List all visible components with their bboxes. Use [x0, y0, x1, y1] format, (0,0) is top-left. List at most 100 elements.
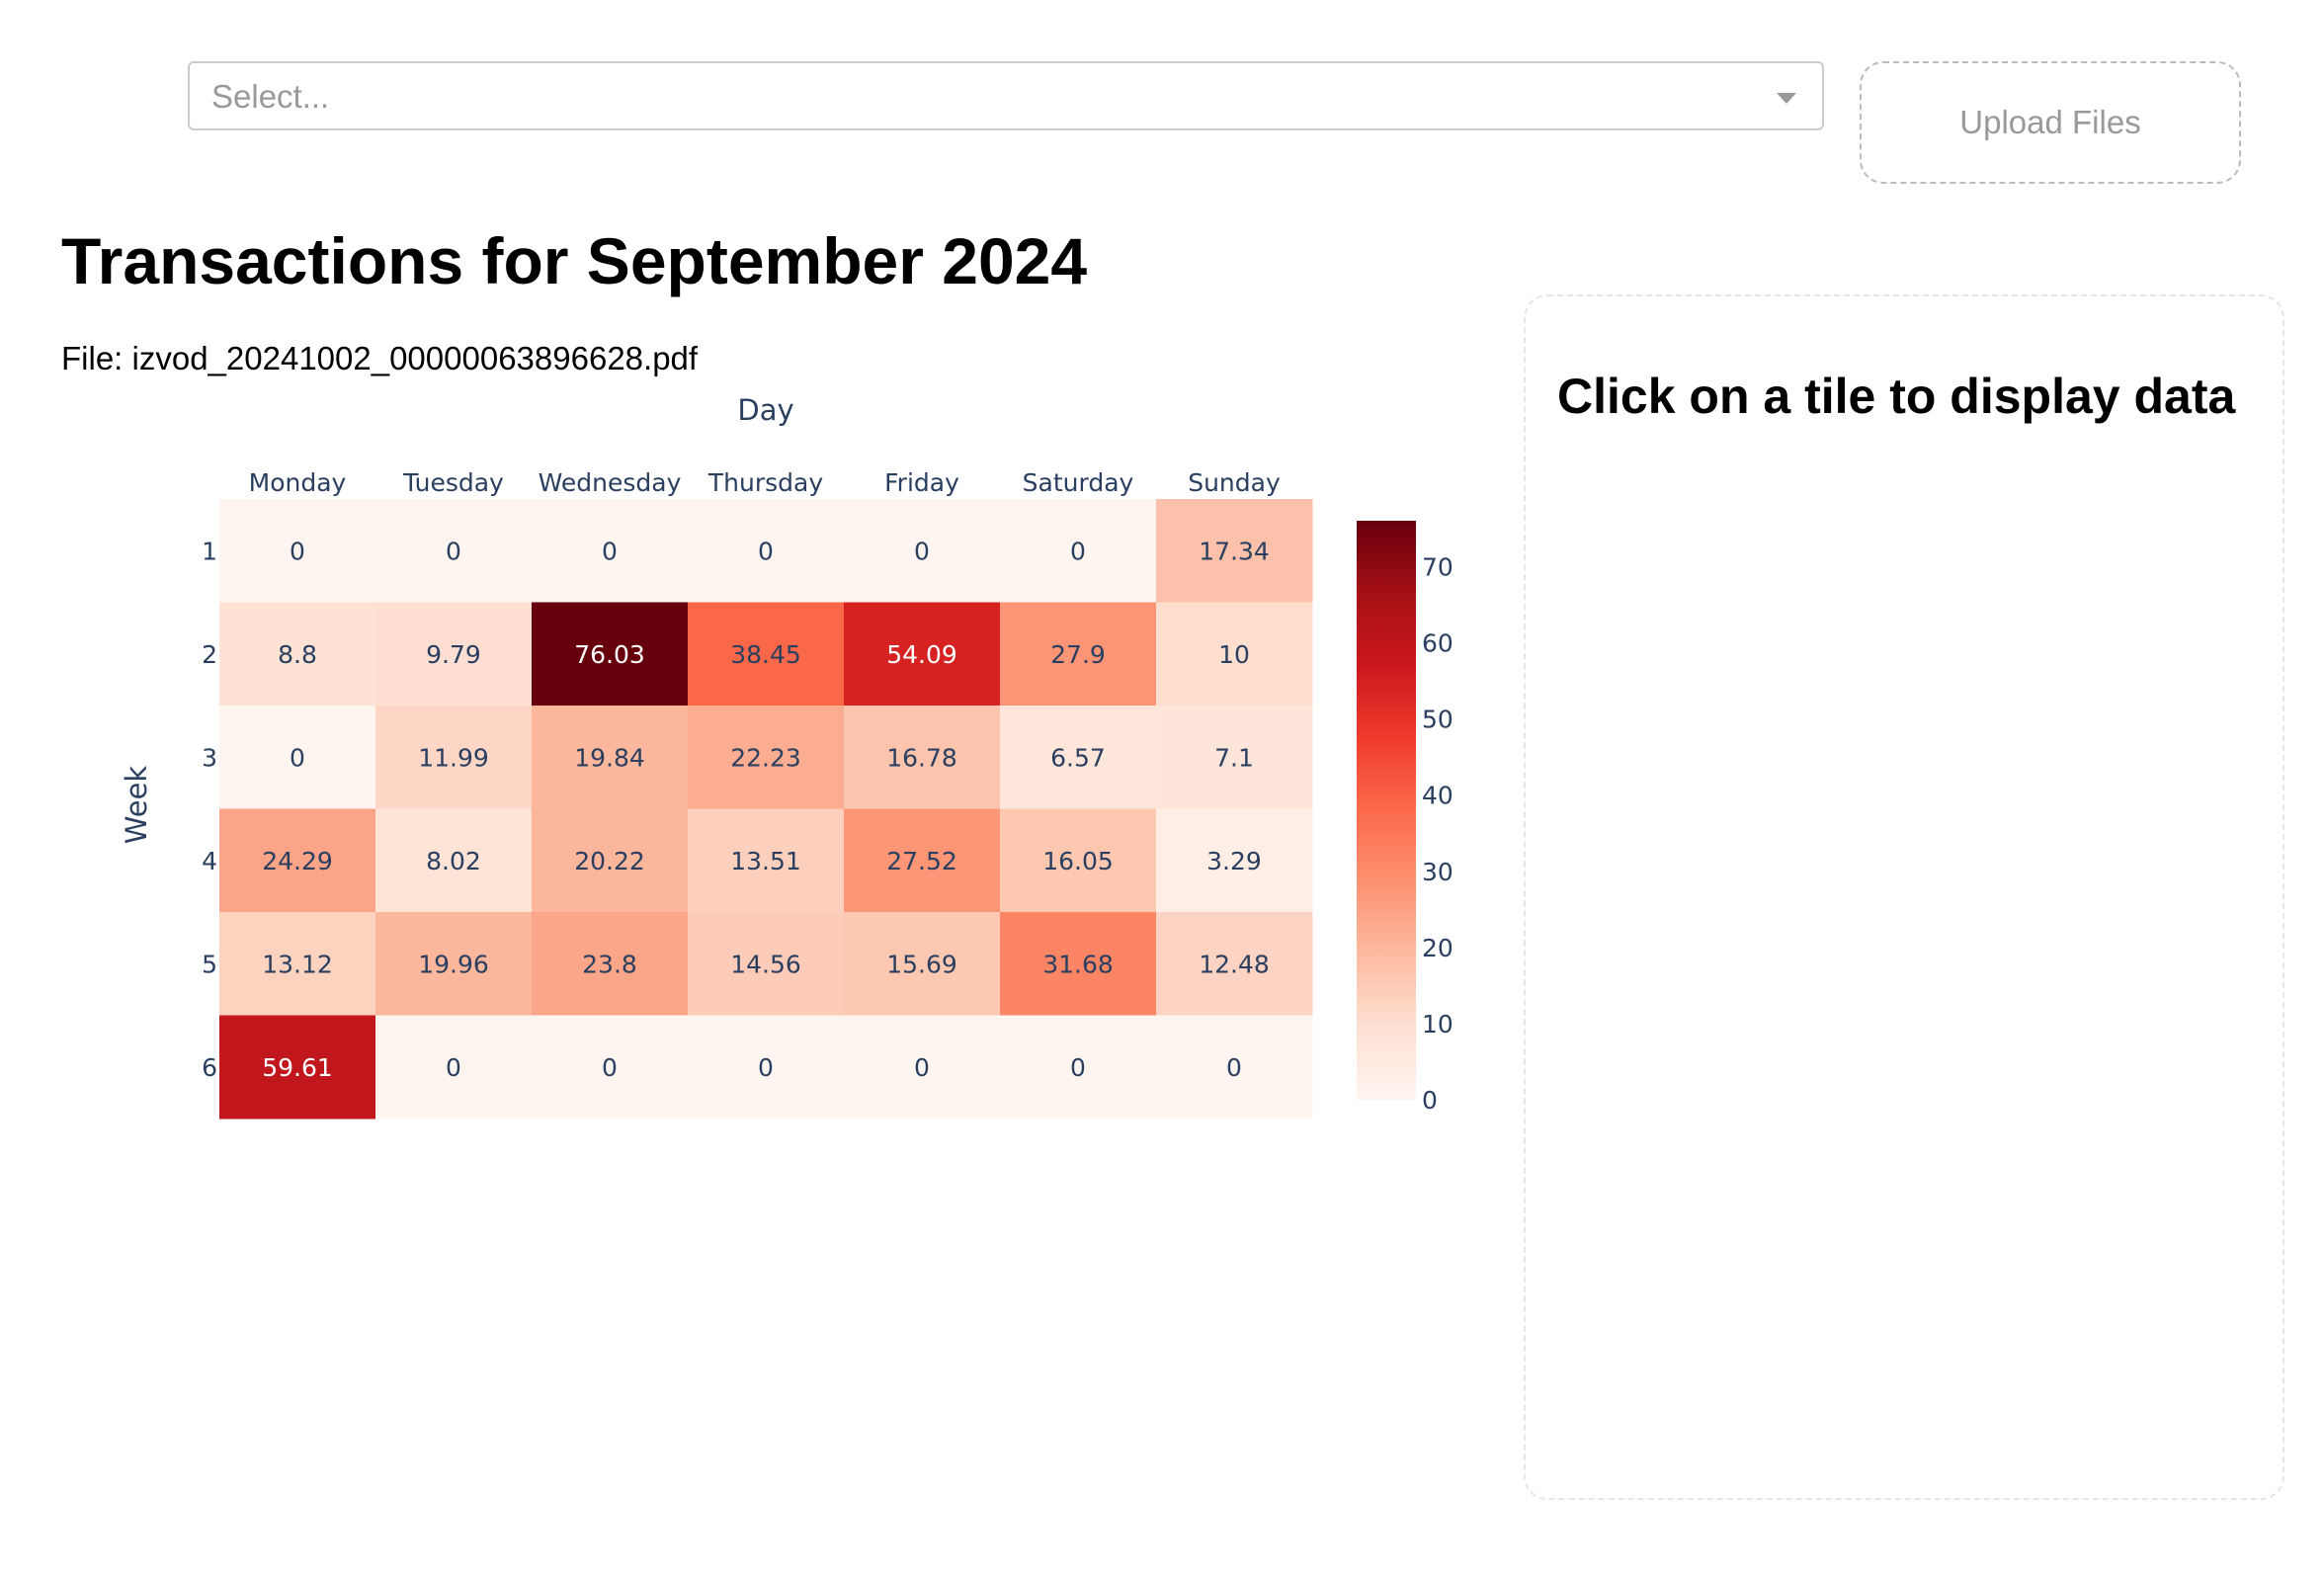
colorbar-tick-label: 30	[1422, 858, 1453, 886]
heatmap-tile-value: 76.03	[574, 640, 645, 669]
heatmap-tile-value: 13.51	[730, 847, 801, 875]
heatmap-tile[interactable]	[844, 912, 1001, 1016]
heatmap-tile[interactable]	[844, 1015, 1001, 1120]
heatmap-tile[interactable]	[219, 706, 376, 809]
heatmap-tile-value: 3.29	[1206, 847, 1262, 875]
heatmap-tile[interactable]	[219, 912, 376, 1016]
heatmap-tile-value: 0	[602, 1053, 618, 1082]
x-tick-label: Saturday	[1023, 468, 1134, 497]
colorbar-tick-labels: 0 10 20 30 40 50 60 70	[1422, 552, 1453, 1115]
heatmap-tile-value: 23.8	[582, 950, 637, 978]
heatmap-tile-value: 7.1	[1214, 743, 1254, 772]
x-axis-title: Day	[737, 393, 793, 427]
upload-files-dropzone[interactable]: Upload Files	[1860, 61, 2241, 184]
heatmap-tile[interactable]	[375, 808, 533, 913]
heatmap-tile[interactable]	[532, 706, 689, 809]
heatmap-tile-value: 22.23	[730, 743, 801, 772]
heatmap-tile-value: 0	[1070, 1053, 1086, 1082]
colorbar-tick-label: 50	[1422, 706, 1453, 734]
heatmap-tile-value: 0	[758, 1053, 774, 1082]
heatmap-tile-value: 24.29	[262, 847, 333, 875]
heatmap-tile-value: 0	[602, 537, 618, 565]
colorbar-tick-label: 0	[1422, 1086, 1438, 1115]
x-tick-label: Wednesday	[539, 468, 682, 497]
heatmap-tile-value: 8.8	[278, 640, 317, 669]
heatmap-tile[interactable]	[1156, 808, 1313, 913]
heatmap-tile-value: 31.68	[1042, 950, 1114, 978]
heatmap-tile[interactable]	[219, 808, 376, 913]
heatmap-tile-value: 0	[446, 537, 461, 565]
heatmap-tile[interactable]	[688, 1015, 845, 1120]
heatmap-tile-value: 27.9	[1050, 640, 1106, 669]
chevron-down-icon[interactable]	[1777, 93, 1796, 104]
heatmap-tile-value: 8.02	[426, 847, 481, 875]
heatmap-tile[interactable]	[375, 912, 533, 1016]
heatmap-tile[interactable]	[1156, 912, 1313, 1016]
heatmap-tile[interactable]	[375, 602, 533, 707]
heatmap-tile[interactable]	[844, 706, 1001, 809]
heatmap-tile[interactable]	[844, 602, 1001, 707]
transactions-heatmap: Day Week Monday Tuesday Wednesday Thursday F…	[120, 393, 1453, 1120]
file-name-text: File: izvod_20241002_00000063896628.pdf	[61, 340, 699, 376]
x-tick-label: Thursday	[707, 468, 823, 497]
colorbar-tick-label: 20	[1422, 934, 1453, 962]
heatmap-tile-value: 27.52	[886, 847, 957, 875]
heatmap-tile[interactable]	[1000, 499, 1157, 603]
y-tick-label: 4	[202, 847, 217, 875]
heatmap-tile-value: 15.69	[886, 950, 957, 978]
heatmap-cells[interactable]: 0 0 0 0 0 0 17.34 8.8 9.79 76.03 38.45 54.09 27.9 10 0…	[219, 499, 1313, 1120]
heatmap-tile-value: 0	[758, 537, 774, 565]
y-axis-tick-labels: 1 2 3 4 5 6	[202, 537, 217, 1082]
heatmap-tile[interactable]	[1000, 808, 1157, 913]
colorbar-tick-label: 60	[1422, 629, 1453, 658]
heatmap-tile[interactable]	[844, 499, 1001, 603]
side-panel-title: Click on a tile to display data	[1557, 369, 2236, 424]
y-tick-label: 5	[202, 950, 217, 978]
heatmap-tile-value: 17.34	[1199, 537, 1270, 565]
heatmap-tile-value: 0	[1070, 537, 1086, 565]
heatmap-tile[interactable]	[375, 706, 533, 809]
heatmap-tile[interactable]	[688, 912, 845, 1016]
colorbar	[1357, 521, 1416, 1100]
heatmap-tile[interactable]	[375, 1015, 533, 1120]
heatmap-tile[interactable]	[844, 808, 1001, 913]
heatmap-tile[interactable]	[532, 499, 689, 603]
heatmap-tile[interactable]	[688, 706, 845, 809]
heatmap-tile-value: 14.56	[730, 950, 801, 978]
heatmap-tile[interactable]	[1000, 912, 1157, 1016]
heatmap-tile-value: 0	[914, 537, 930, 565]
heatmap-tile-value: 59.61	[262, 1053, 333, 1082]
heatmap-tile-value: 19.84	[574, 743, 645, 772]
heatmap-tile[interactable]	[1156, 706, 1313, 809]
heatmap-tile[interactable]	[1156, 602, 1313, 707]
y-axis-title: Week	[120, 766, 153, 845]
file-select-dropdown[interactable]: Select...	[188, 61, 1824, 130]
heatmap-tile[interactable]	[1156, 1015, 1313, 1120]
heatmap-tile-value: 0	[290, 743, 305, 772]
heatmap-tile[interactable]	[1000, 1015, 1157, 1120]
x-tick-label: Tuesday	[402, 468, 504, 497]
heatmap-tile[interactable]	[532, 1015, 689, 1120]
heatmap-tile[interactable]	[1000, 602, 1157, 707]
select-placeholder: Select...	[211, 78, 330, 115]
heatmap-tile[interactable]	[219, 602, 376, 707]
heatmap-tile[interactable]	[219, 1015, 376, 1120]
heatmap-tile-value: 20.22	[574, 847, 645, 875]
heatmap-tile-value: 54.09	[886, 640, 957, 669]
heatmap-tile[interactable]	[688, 808, 845, 913]
heatmap-tile[interactable]	[688, 602, 845, 707]
heatmap-tile[interactable]	[688, 499, 845, 603]
heatmap-tile-value: 0	[1226, 1053, 1242, 1082]
heatmap-tile[interactable]	[1000, 706, 1157, 809]
heatmap-tile[interactable]	[375, 499, 533, 603]
colorbar-tick-label: 70	[1422, 552, 1453, 581]
heatmap-tile[interactable]	[532, 602, 689, 707]
heatmap-tile-value: 11.99	[418, 743, 489, 772]
colorbar-tick-label: 40	[1422, 782, 1453, 810]
heatmap-tile[interactable]	[532, 912, 689, 1016]
heatmap-tile[interactable]	[532, 808, 689, 913]
heatmap-tile[interactable]	[1156, 499, 1313, 603]
y-tick-label: 2	[202, 640, 217, 669]
heatmap-tile[interactable]	[219, 499, 376, 603]
x-axis-tick-labels: Monday Tuesday Wednesday Thursday Friday Satu…	[249, 468, 1281, 497]
